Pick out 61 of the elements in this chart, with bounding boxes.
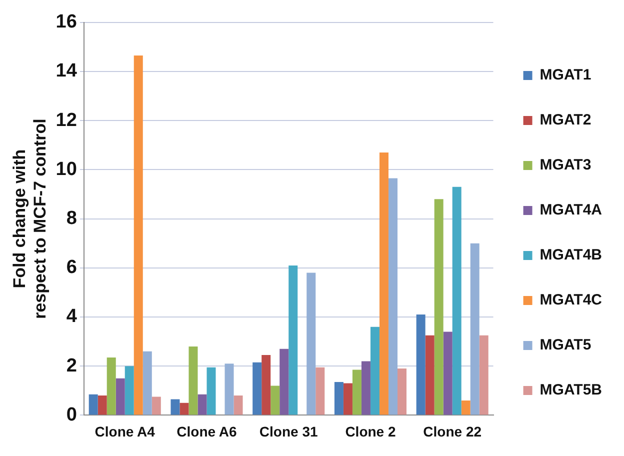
bar	[443, 332, 452, 415]
bar	[252, 362, 262, 415]
bar	[425, 335, 434, 415]
y-tick-label: 12	[56, 110, 77, 131]
bar	[470, 243, 480, 415]
bar	[180, 402, 189, 415]
bar	[170, 399, 180, 415]
x-tick-label: Clone A4	[94, 423, 156, 440]
bar	[270, 386, 280, 415]
legend-label: MGAT5	[540, 336, 592, 354]
y-tick-label: 10	[56, 158, 77, 180]
bar	[280, 348, 289, 415]
legend-label: MGAT4A	[540, 202, 602, 219]
bar	[397, 368, 406, 415]
bar	[452, 186, 462, 415]
bar	[379, 152, 388, 415]
bar	[206, 367, 216, 415]
legend-label: MGAT3	[540, 156, 592, 174]
y-tick-label: 2	[66, 355, 77, 376]
x-tick-label: Clone A6	[176, 423, 238, 440]
bar	[262, 355, 271, 415]
bar	[88, 394, 98, 415]
bar	[434, 199, 444, 415]
bar	[116, 378, 125, 415]
x-tick-label: Clone 31	[259, 423, 318, 440]
y-tick-label: 8	[66, 208, 77, 230]
bar	[388, 178, 398, 415]
bar	[198, 394, 207, 415]
legend-label: MGAT1	[540, 66, 592, 84]
y-tick-label: 14	[56, 60, 78, 82]
bar	[106, 358, 116, 415]
bar	[142, 351, 152, 415]
bar	[224, 364, 234, 415]
legend-label: MGAT4B	[540, 246, 602, 264]
bar	[416, 314, 426, 415]
bar	[361, 361, 370, 415]
bar	[461, 400, 470, 415]
bar	[234, 396, 243, 415]
x-tick-label: Clone 22	[423, 423, 482, 440]
bar	[370, 326, 380, 415]
bar	[479, 335, 488, 415]
y-tick-label: 4	[66, 306, 78, 328]
y-axis-title: Fold change with respect to MCF-7 control	[10, 118, 50, 319]
bar	[306, 272, 316, 415]
y-tick-label: 6	[66, 257, 77, 278]
x-tick-label: Clone 2	[345, 423, 396, 440]
bar	[334, 382, 344, 415]
bar	[124, 366, 134, 415]
bar	[352, 370, 362, 415]
legend-label: MGAT2	[540, 112, 592, 129]
legend-label: MGAT5B	[540, 382, 602, 399]
y-tick-label: 16	[56, 12, 77, 33]
bar	[188, 346, 198, 415]
bar	[134, 56, 143, 415]
bar	[152, 396, 161, 415]
y-tick-label: 0	[66, 404, 77, 426]
bar	[288, 265, 298, 415]
bar	[343, 383, 352, 415]
bar	[98, 396, 107, 415]
legend-label: MGAT4C	[540, 292, 602, 309]
bar	[316, 367, 325, 415]
